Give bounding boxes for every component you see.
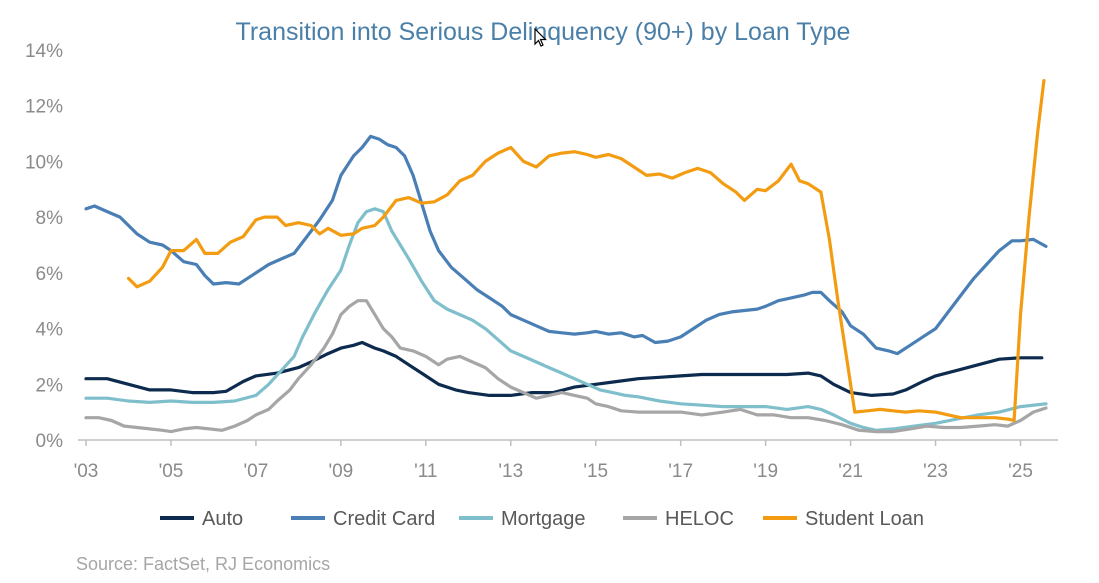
y-tick-label: 8%	[36, 208, 64, 229]
x-tick-label: '03	[74, 461, 99, 482]
y-tick-label: 10%	[25, 152, 63, 173]
legend: Auto Credit Card Mortgage HELOC Student Loan	[160, 508, 924, 530]
legend-label: Student Loan	[805, 508, 924, 530]
legend-item-heloc: HELOC	[623, 508, 734, 530]
x-tick-label: '23	[923, 461, 948, 482]
y-tick-label: 6%	[36, 264, 64, 285]
x-tick-label: '07	[244, 461, 269, 482]
legend-label: Auto	[202, 508, 243, 530]
x-tick-label: '25	[1008, 461, 1033, 482]
legend-label: Credit Card	[333, 508, 435, 530]
y-axis: 0% 2% 4% 6% 8% 10% 12% 14%	[25, 41, 63, 452]
source-note: Source: FactSet, RJ Economics	[76, 554, 330, 574]
y-tick-label: 12%	[25, 97, 63, 118]
legend-item-auto: Auto	[160, 508, 243, 530]
legend-item-student-loan: Student Loan	[763, 508, 924, 530]
legend-item-credit-card: Credit Card	[291, 508, 435, 530]
mouse-cursor-icon	[534, 28, 547, 47]
legend-item-mortgage: Mortgage	[459, 508, 586, 530]
x-tick-label: '13	[498, 461, 523, 482]
y-tick-label: 2%	[36, 375, 64, 396]
legend-label: Mortgage	[501, 508, 586, 530]
x-tick-label: '19	[753, 461, 778, 482]
series-line-student-loan	[126, 79, 1046, 423]
x-tick-label: '09	[328, 461, 353, 482]
series-line-auto	[84, 340, 1044, 397]
x-tick-label: '21	[838, 461, 863, 482]
x-axis: '03 '05 '07 '09 '11 '13 '15 '17 '19 '21 '23 '25	[74, 440, 1033, 482]
y-tick-label: 4%	[36, 320, 64, 341]
x-tick-label: '11	[414, 461, 437, 482]
x-tick-label: '15	[583, 461, 608, 482]
legend-label: HELOC	[665, 508, 734, 530]
series-line-mortgage	[84, 207, 1048, 432]
x-tick-label: '05	[159, 461, 184, 482]
y-tick-label: 0%	[36, 431, 64, 452]
series-line-heloc	[84, 299, 1048, 434]
y-tick-label: 14%	[25, 41, 63, 62]
plot-area	[84, 79, 1048, 434]
series-line-credit-card	[84, 134, 1048, 356]
chart-title: Transition into Serious Delinquency (90+…	[236, 18, 851, 46]
x-tick-label: '17	[668, 461, 693, 482]
